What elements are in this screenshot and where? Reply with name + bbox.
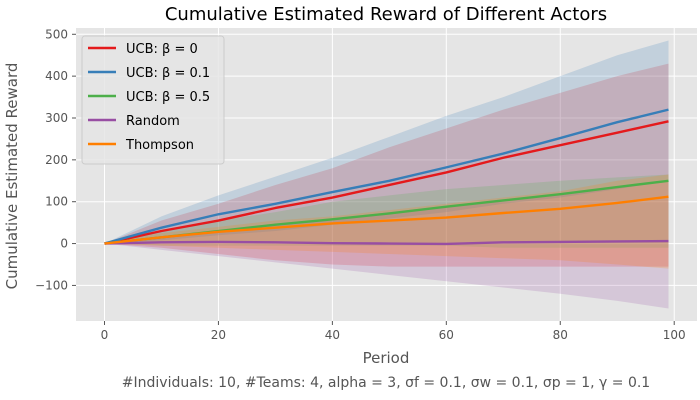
x-tick-label: 20 [211,328,226,342]
legend-label: UCB: β = 0.1 [126,66,210,81]
y-tick-label: 0 [60,237,68,251]
parameter-footnote: #Individuals: 10, #Teams: 4, alpha = 3, … [122,375,650,391]
legend-label: Thompson [125,138,194,153]
legend: UCB: β = 0 UCB: β = 0.1 UCB: β = 0.5 Random… [81,35,225,165]
legend-label: Random [126,114,180,129]
x-tick-label: 60 [439,328,454,342]
legend-box [81,35,225,165]
y-axis-ticks: −100 0 100 200 300 400 500 [35,27,76,292]
x-axis-ticks: 0 20 40 60 80 100 [101,321,686,342]
x-tick-label: 80 [553,328,568,342]
x-tick-label: 40 [325,328,340,342]
y-tick-label: 100 [45,195,68,209]
y-tick-label: 400 [45,69,68,83]
chart-title: Cumulative Estimated Reward of Different… [165,4,607,25]
y-tick-label: 500 [45,27,68,41]
legend-label: UCB: β = 0 [126,42,198,57]
series-line [104,239,669,246]
grid [76,28,697,321]
y-tick-label: 300 [45,111,68,125]
y-axis-label: Cumulative Estimated Reward [3,63,21,290]
series-lines [104,108,669,246]
x-tick-label: 0 [101,328,109,342]
confidence-band [104,63,669,267]
y-tick-label: −100 [35,278,68,292]
series-line [104,108,669,245]
x-axis-label: Period [363,349,410,367]
series-line [104,195,669,245]
series-line [104,120,669,245]
legend-label: UCB: β = 0.5 [126,90,210,105]
x-tick-label: 100 [663,328,686,342]
y-tick-label: 200 [45,153,68,167]
confidence-band [104,40,669,244]
